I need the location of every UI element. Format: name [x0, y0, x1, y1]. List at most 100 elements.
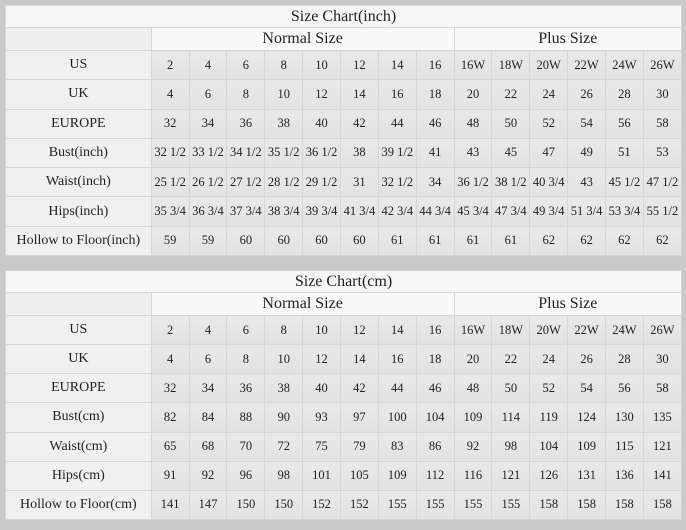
row-label: UK: [5, 344, 152, 375]
table-cell: 26W: [642, 314, 683, 346]
table-cell: 45: [491, 137, 531, 169]
table-cell: 53: [642, 137, 683, 169]
table-cell: 65: [150, 431, 190, 462]
table-cell: 2: [150, 49, 190, 81]
table-cell: 56: [605, 108, 644, 139]
table-cell: 22W: [567, 314, 606, 346]
table-cell: 34 1/2: [226, 137, 266, 169]
table-cell: 131: [567, 460, 606, 491]
table-cell: 10: [264, 79, 304, 110]
table-cell: 158: [642, 489, 683, 521]
table-cell: 60: [226, 225, 266, 257]
table-cell: 12: [302, 344, 341, 375]
table-cell: 40: [302, 373, 341, 404]
table-cell: 36 3/4: [188, 196, 228, 227]
table-cell: 36 1/2: [453, 167, 493, 198]
table-cell: 60: [302, 225, 341, 257]
table-cell: 30: [642, 344, 683, 375]
table-cell: 8: [226, 79, 266, 110]
table-cell: 62: [642, 225, 683, 257]
row-label: Hips(cm): [5, 460, 152, 491]
table-cell: 34: [415, 167, 455, 198]
row-label: Hips(inch): [5, 196, 152, 227]
table-cell: 38 1/2: [491, 167, 531, 198]
table-cell: 62: [567, 225, 606, 257]
table-cell: 58: [642, 108, 683, 139]
table-cell: 60: [264, 225, 304, 257]
header-blank-cell: [5, 27, 152, 51]
table-cell: 47 3/4: [491, 196, 531, 227]
table-cell: 44: [377, 108, 417, 139]
table-cell: 24: [529, 79, 569, 110]
table-row: Hips(inch) 35 3/4 36 3/4 37 3/4 38 3/4 39 3/4…: [5, 196, 683, 227]
table-cell: 88: [226, 402, 266, 433]
table-row: Hollow to Floor(inch) 59 59 60 60 60 60 61 61 61 6…: [5, 225, 683, 257]
group-header-row: Normal Size Plus Size: [5, 292, 683, 316]
table-cell: 38: [264, 373, 304, 404]
table-cell: 155: [491, 489, 531, 521]
table-cell: 98: [491, 431, 531, 462]
table-cell: 92: [188, 460, 228, 491]
table-cell: 16: [377, 344, 417, 375]
group-header-normal: Normal Size: [150, 27, 455, 51]
table-cell: 41: [415, 137, 455, 169]
table-cell: 121: [491, 460, 531, 491]
table-cell: 36: [226, 108, 266, 139]
table-cell: 26: [567, 344, 606, 375]
table-cell: 59: [188, 225, 228, 257]
table-cell: 20W: [529, 314, 569, 346]
row-label: EUROPE: [5, 373, 152, 404]
table-cell: 26: [567, 79, 606, 110]
table-cell: 61: [491, 225, 531, 257]
table-cell: 22: [491, 344, 531, 375]
table-cell: 29 1/2: [302, 167, 341, 198]
table-cell: 18: [415, 79, 455, 110]
row-label: Waist(inch): [5, 167, 152, 198]
table-cell: 50: [491, 373, 531, 404]
table-cell: 70: [226, 431, 266, 462]
table-cell: 31: [339, 167, 379, 198]
table-cell: 25 1/2: [150, 167, 190, 198]
table-cell: 4: [150, 344, 190, 375]
table-cell: 33 1/2: [188, 137, 228, 169]
table-cell: 52: [529, 373, 569, 404]
table-cell: 141: [150, 489, 190, 521]
table-cell: 150: [264, 489, 304, 521]
table-cell: 51 3/4: [567, 196, 606, 227]
table-cell: 116: [453, 460, 493, 491]
table-cell: 93: [302, 402, 341, 433]
table-cell: 8: [264, 49, 304, 81]
table-cell: 115: [605, 431, 644, 462]
table-cell: 49: [567, 137, 606, 169]
row-label: Hollow to Floor(cm): [5, 489, 152, 521]
table-cell: 101: [302, 460, 341, 491]
table-cell: 49 3/4: [529, 196, 569, 227]
table-cell: 41 3/4: [339, 196, 379, 227]
table-cell: 109: [567, 431, 606, 462]
table-cell: 158: [529, 489, 569, 521]
chart-title: Size Chart(inch): [5, 5, 682, 28]
table-cell: 20: [453, 344, 493, 375]
table-cell: 54: [567, 108, 606, 139]
table-cell: 4: [188, 49, 228, 81]
table-cell: 126: [529, 460, 569, 491]
row-label: Bust(inch): [5, 137, 152, 169]
table-cell: 62: [605, 225, 644, 257]
table-cell: 12: [302, 79, 341, 110]
table-cell: 150: [226, 489, 266, 521]
table-cell: 61: [377, 225, 417, 257]
table-row: Waist(cm) 65 68 70 72 75 79 83 86 92 98 104 109 115 12…: [5, 431, 683, 462]
table-cell: 48: [453, 108, 493, 139]
table-cell: 61: [453, 225, 493, 257]
table-cell: 119: [529, 402, 569, 433]
table-cell: 35 1/2: [264, 137, 304, 169]
table-cell: 97: [339, 402, 379, 433]
table-cell: 56: [605, 373, 644, 404]
table-cell: 152: [339, 489, 379, 521]
table-cell: 40 3/4: [529, 167, 569, 198]
table-cell: 158: [567, 489, 606, 521]
table-cell: 32 1/2: [377, 167, 417, 198]
table-cell: 83: [377, 431, 417, 462]
table-cell: 46: [415, 373, 455, 404]
row-label: UK: [5, 79, 152, 110]
